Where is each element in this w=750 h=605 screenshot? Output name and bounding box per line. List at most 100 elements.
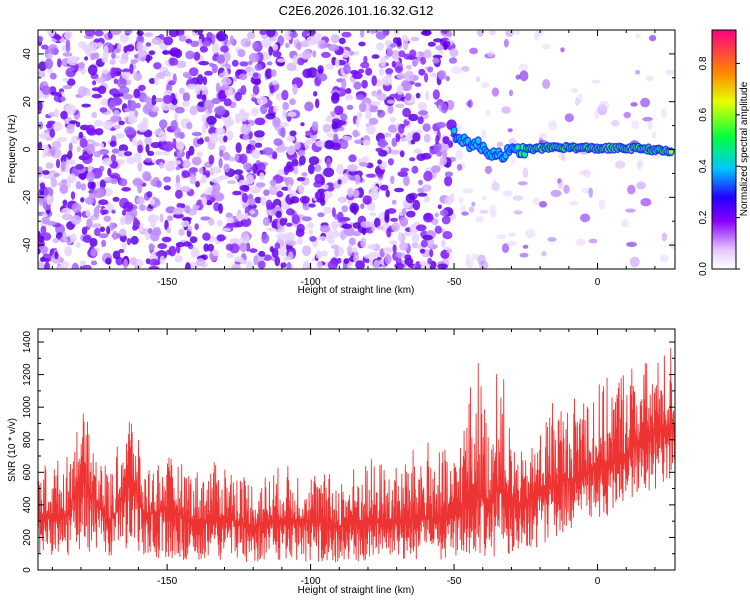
heatmap-cell <box>518 63 528 72</box>
heatmap-cell <box>244 66 252 72</box>
heatmap-cell <box>65 104 77 115</box>
snr-y-tick-label: 600 <box>22 464 33 481</box>
heatmap-cell <box>216 105 226 116</box>
heatmap-cell <box>368 117 379 125</box>
signal-cell <box>669 150 673 154</box>
heatmap-cell <box>376 92 387 101</box>
heatmap-cell <box>443 43 448 51</box>
heatmap-cell <box>386 227 392 238</box>
heatmap-cell <box>216 54 226 64</box>
heatmap-cell <box>102 209 109 215</box>
heatmap-cell <box>491 87 500 97</box>
heatmap-cell <box>380 56 387 67</box>
heatmap-cell <box>331 207 336 218</box>
heatmap-cell <box>506 240 517 246</box>
spectrogram-x-tick-label: -150 <box>157 277 177 288</box>
heatmap-cell <box>188 67 199 77</box>
heatmap-cell <box>334 105 344 116</box>
heatmap-cell <box>371 223 376 232</box>
heatmap-cell <box>224 63 231 70</box>
heatmap-cell <box>188 167 198 174</box>
heatmap-cell <box>333 230 340 238</box>
spectrogram-y-tick-label: 40 <box>22 48 33 60</box>
heatmap-cell <box>271 79 278 86</box>
heatmap-cell <box>87 64 98 76</box>
heatmap-cell <box>148 50 156 56</box>
heatmap-cell <box>222 69 229 80</box>
heatmap-cell <box>280 127 286 138</box>
heatmap-cell <box>102 157 113 166</box>
heatmap-cell <box>508 89 514 97</box>
heatmap-cell <box>239 242 248 253</box>
heatmap-cell <box>165 165 175 171</box>
heatmap-cell <box>234 221 244 228</box>
heatmap-cell <box>218 203 224 214</box>
heatmap-cell <box>145 144 150 153</box>
heatmap-cell <box>163 185 171 191</box>
heatmap-cell <box>207 243 215 252</box>
heatmap-cell <box>442 231 453 240</box>
heatmap-cell <box>292 55 298 66</box>
spectrogram-x-label: Height of straight line (km) <box>298 285 415 296</box>
heatmap-cell <box>189 236 198 244</box>
heatmap-cell <box>434 225 442 234</box>
heatmap-cell <box>211 97 221 105</box>
heatmap-cell <box>226 252 234 259</box>
heatmap-cell <box>224 119 232 128</box>
heatmap-cell <box>373 259 380 269</box>
heatmap-cell <box>427 41 436 47</box>
heatmap-cell <box>522 167 529 179</box>
heatmap-cell <box>109 140 117 148</box>
heatmap-cell <box>261 233 270 244</box>
heatmap-cell <box>99 226 106 233</box>
heatmap-cell <box>38 248 41 255</box>
heatmap-cell <box>169 57 179 66</box>
heatmap-cell <box>276 190 284 198</box>
heatmap-cell <box>423 212 434 223</box>
heatmap-cell <box>266 61 273 66</box>
heatmap-cell <box>111 148 120 154</box>
heatmap-cell <box>176 202 183 209</box>
heatmap-cell <box>51 140 62 149</box>
heatmap-cell <box>440 239 446 248</box>
heatmap-cell <box>525 228 536 239</box>
heatmap-cell <box>92 80 97 86</box>
heatmap-cell <box>40 225 47 235</box>
heatmap-cell <box>46 194 52 206</box>
heatmap-cell <box>640 97 651 108</box>
heatmap-cell <box>241 232 248 239</box>
heatmap-cell <box>226 217 235 224</box>
heatmap-cell <box>388 240 398 245</box>
heatmap-cell <box>273 105 279 113</box>
heatmap-cell <box>204 136 211 143</box>
heatmap-cell <box>300 122 305 127</box>
heatmap-cell <box>167 215 173 222</box>
heatmap-cell <box>235 213 246 221</box>
colorbar-tick-label: 0.8 <box>698 56 709 70</box>
heatmap-cell <box>190 40 200 47</box>
heatmap-cell <box>91 93 102 99</box>
heatmap-cell <box>385 68 394 75</box>
heatmap-cell <box>363 55 368 64</box>
heatmap-cell <box>418 179 423 186</box>
heatmap-cell <box>403 53 412 60</box>
heatmap-cell <box>50 91 60 96</box>
heatmap-cell <box>390 217 399 222</box>
heatmap-cell <box>271 44 279 51</box>
heatmap-cell <box>303 260 309 269</box>
heatmap-cell <box>124 126 135 136</box>
heatmap-cell <box>238 73 248 81</box>
heatmap-cell <box>84 56 89 61</box>
heatmap-cell <box>85 124 96 135</box>
heatmap-cell <box>647 119 653 131</box>
heatmap-cell <box>172 160 182 166</box>
heatmap-cell <box>151 37 162 45</box>
heatmap-cell <box>148 78 156 84</box>
heatmap-cell <box>358 102 367 113</box>
heatmap-cell <box>258 250 266 257</box>
spectrogram-y-tick-label: 20 <box>22 96 33 108</box>
heatmap-cell <box>272 151 278 160</box>
heatmap-cell <box>281 89 289 101</box>
heatmap-cell <box>218 157 223 169</box>
heatmap-cell <box>146 54 151 64</box>
